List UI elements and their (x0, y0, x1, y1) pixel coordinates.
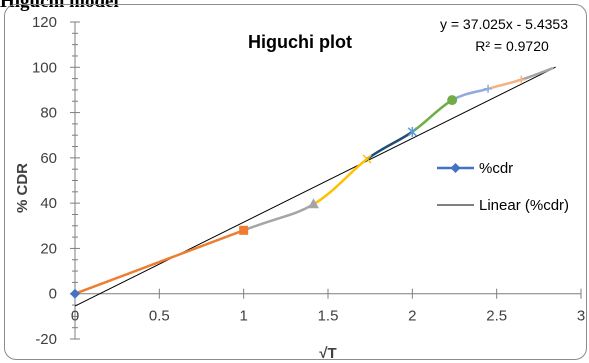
data-point (307, 198, 319, 209)
x-tick-label: 0.5 (149, 308, 170, 325)
data-point (447, 95, 458, 106)
chart-title: Higuchi plot (248, 32, 352, 52)
legend: %cdr Linear (%cdr) (437, 160, 569, 214)
x-tick-label: 1.5 (318, 308, 339, 325)
legend-series-label: %cdr (479, 160, 513, 177)
series-layer (73, 67, 554, 295)
x-axis-title: √T (319, 345, 336, 362)
x-tick-label: 0 (71, 308, 79, 325)
x-tick-label: 2.5 (486, 308, 507, 325)
marker-layer (70, 75, 526, 299)
page-heading: Higuchi model (0, 0, 119, 12)
y-tick-label: 20 (40, 240, 57, 257)
axes: -20 0 20 40 60 80 100 120 0 0.5 1 1.5 2 2.5 3 (32, 14, 585, 348)
series-segment (520, 67, 554, 81)
trendline-equation: y = 37.025x - 5.4353 (440, 16, 568, 32)
series-segment (312, 157, 369, 206)
series-segment (486, 78, 523, 91)
series-segment (365, 130, 414, 161)
legend-diamond-icon (450, 163, 461, 173)
series-segment (73, 229, 245, 295)
y-axis-title: % CDR (14, 163, 31, 213)
trendline (74, 66, 556, 307)
data-point (239, 225, 249, 235)
y-tick-label: 100 (32, 59, 57, 76)
trendline-layer (74, 66, 556, 307)
x-tick-label: 1 (239, 308, 247, 325)
data-point (517, 75, 526, 84)
y-tick-label: 80 (40, 105, 57, 122)
y-tick-label: 0 (49, 286, 57, 303)
chart-frame (4, 4, 587, 360)
r-squared-label: R² = 0.9720 (475, 38, 549, 54)
y-tick-label: 60 (40, 150, 57, 167)
series-segment (411, 98, 454, 134)
x-tick-label: 2 (408, 308, 416, 325)
series-segment (450, 87, 490, 102)
series-segment (242, 203, 315, 232)
y-tick-label: -20 (35, 331, 57, 348)
data-point (407, 126, 417, 137)
x-tick-label: 3 (577, 308, 585, 325)
legend-trendline-label: Linear (%cdr) (479, 197, 569, 214)
data-point (70, 288, 80, 299)
y-tick-label: 40 (40, 195, 57, 212)
data-point (484, 84, 493, 93)
data-point (362, 154, 372, 164)
y-tick-label: 120 (32, 14, 57, 31)
